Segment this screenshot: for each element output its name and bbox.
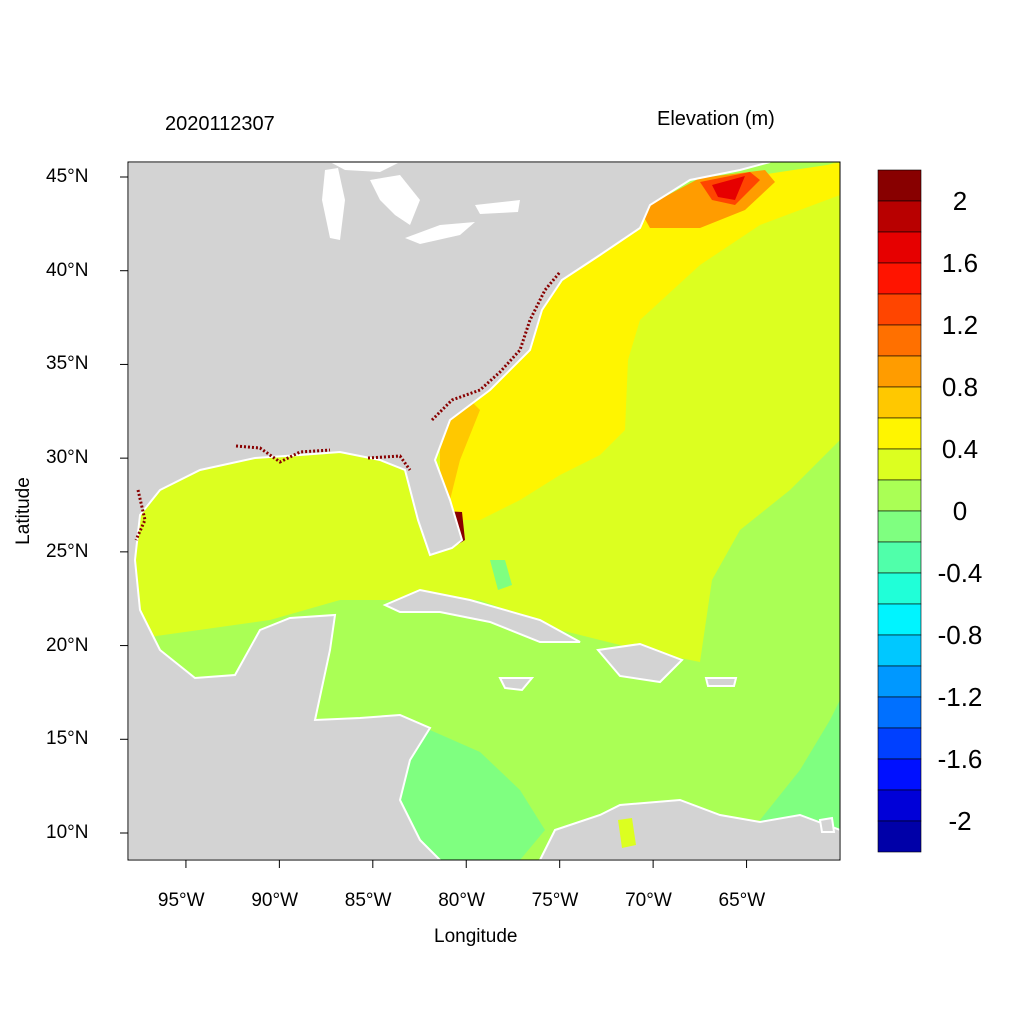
lon-tick-label: 65°W xyxy=(718,890,766,911)
lake-ontario xyxy=(475,200,520,214)
colorbar-label: 1.2 xyxy=(941,310,979,340)
colorbar-label: -0.4 xyxy=(937,558,983,588)
colorbar-box xyxy=(877,634,922,667)
colorbar-label: -0.8 xyxy=(937,620,983,650)
lon-tick-label: 90°W xyxy=(251,890,299,911)
colorbar xyxy=(877,169,922,853)
colorbar-box xyxy=(877,510,922,543)
lakes xyxy=(322,162,520,244)
lon-tick-label: 80°W xyxy=(438,890,485,911)
atlantic-coast-surge xyxy=(430,271,562,422)
lake-superior xyxy=(330,162,400,172)
lake-michigan xyxy=(322,168,345,240)
lat-tick-label: 30°N xyxy=(46,447,89,469)
lat-tick-label: 45°N xyxy=(46,165,89,187)
colorbar-box xyxy=(877,169,922,202)
colorbar-label: 0.8 xyxy=(941,372,979,402)
colorbar-box xyxy=(877,820,922,853)
colorbar-box xyxy=(877,727,922,760)
colorbar-box xyxy=(877,200,922,233)
colorbar-box xyxy=(877,355,922,388)
jamaica-land xyxy=(498,677,535,692)
map-frame xyxy=(127,161,841,861)
florida-panhandle-surge xyxy=(367,454,412,471)
colorbar-box xyxy=(877,603,922,636)
gulf-of-maine-peak-region xyxy=(712,176,745,200)
coastal-surge-marks xyxy=(134,271,562,541)
map-area xyxy=(128,162,840,860)
colorbar-box xyxy=(877,572,922,605)
south-america-land xyxy=(538,798,840,860)
colorbar-box xyxy=(877,293,922,326)
variable-title: Elevation (m) xyxy=(657,108,775,130)
colorbar-box xyxy=(877,696,922,729)
lake-erie xyxy=(405,222,475,244)
colorbar-box xyxy=(877,417,922,450)
lon-tick-label: 85°W xyxy=(344,890,392,911)
lon-tick-label: 75°W xyxy=(531,890,579,911)
lat-tick-label: 40°N xyxy=(46,259,89,281)
colorbar-label: -2 xyxy=(948,806,972,836)
land xyxy=(128,162,840,860)
puerto-rico-land xyxy=(704,677,738,687)
axis-ticks xyxy=(120,176,748,868)
colorbar-label: 1.6 xyxy=(941,248,979,278)
lake-maracaibo xyxy=(618,818,636,848)
colorbar-box xyxy=(877,758,922,791)
trinidad-land xyxy=(818,816,836,833)
lat-tick-label: 35°N xyxy=(46,353,89,375)
lon-tick-label: 95°W xyxy=(157,890,205,911)
y-axis-label: Latitude xyxy=(12,477,34,545)
colorbar-label: -1.2 xyxy=(937,682,983,712)
lake-huron xyxy=(370,175,420,225)
colorbar-box xyxy=(877,479,922,512)
lon-tick-label: 70°W xyxy=(625,890,672,911)
colorbar-box xyxy=(877,386,922,419)
cuba-land xyxy=(382,588,581,643)
colorbar-box xyxy=(877,231,922,264)
colorbar-label: 0 xyxy=(952,496,968,526)
colorbar-box xyxy=(877,665,922,698)
lat-tick-label: 20°N xyxy=(46,634,89,656)
colorbar-label: 0.4 xyxy=(941,434,979,464)
x-axis-label: Longitude xyxy=(434,926,518,947)
date-title: 2020112307 xyxy=(165,113,275,135)
lat-tick-label: 10°N xyxy=(46,822,89,843)
lat-tick-label: 25°N xyxy=(46,540,89,562)
elevation-0.4-0.6-region xyxy=(440,163,840,520)
colorbar-box xyxy=(877,789,922,822)
south-caribbean-region xyxy=(400,730,545,860)
north-america-land xyxy=(128,162,771,860)
colorbar-label: 2 xyxy=(952,186,968,216)
colorbar-box xyxy=(877,448,922,481)
grand-bahama-bank-region xyxy=(490,560,512,590)
lat-tick-label: 15°N xyxy=(46,728,89,750)
louisiana-coast-surge xyxy=(235,444,331,464)
elevation-0.6-0.8-region xyxy=(440,400,480,500)
texas-coast-surge xyxy=(134,489,147,541)
colorbar-box xyxy=(877,262,922,295)
colorbar-label: -1.6 xyxy=(937,744,983,774)
hispaniola-land xyxy=(596,642,684,684)
colorbar-box xyxy=(877,541,922,574)
colorbar-box xyxy=(877,324,922,357)
